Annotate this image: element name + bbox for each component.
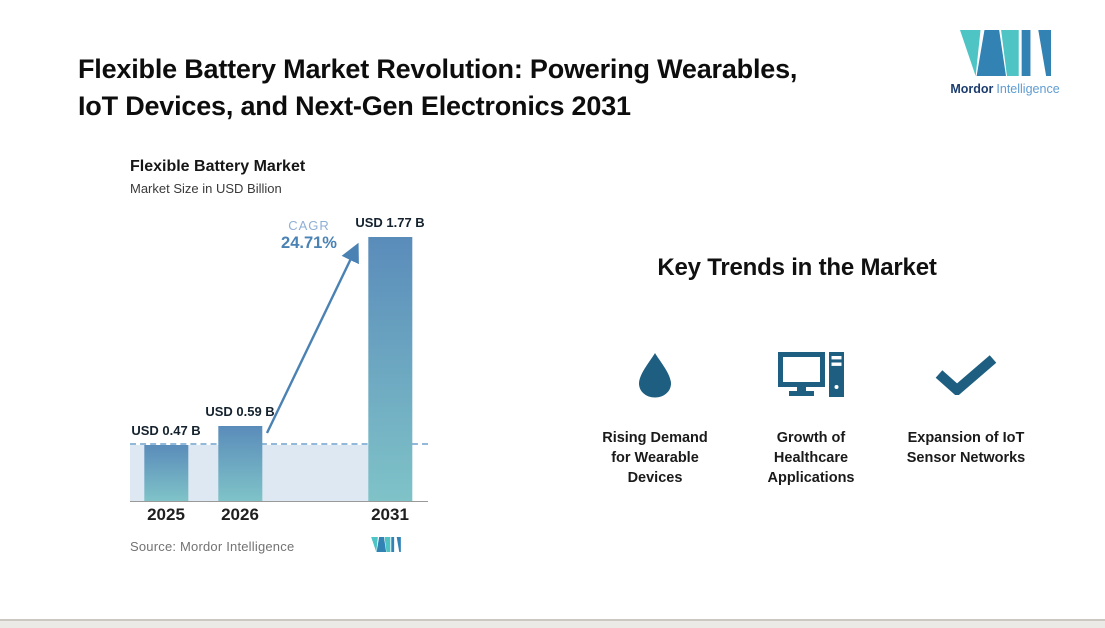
- cagr-growth-arrow-icon: [265, 242, 359, 434]
- page-title: Flexible Battery Market Revolution: Powe…: [78, 51, 918, 125]
- x-axis-label-2025: 2025: [147, 505, 185, 524]
- trend-label: Rising Demand for Wearable Devices: [602, 430, 708, 486]
- x-axis-label-2026: 2026: [221, 505, 259, 524]
- chart-source: Source: Mordor Intelligence: [130, 539, 295, 554]
- bar-rect: [368, 237, 412, 501]
- window-bottom-edge: [0, 619, 1105, 628]
- trend-item-iot: Expansion of IoT Sensor Networks: [881, 348, 1051, 468]
- cagr-label: CAGR: [288, 218, 330, 233]
- chart-title: Flexible Battery Market: [130, 158, 306, 175]
- bar-chart-plot: CAGR 24.71% USD 0.47 B USD 0.59 B USD 1.…: [130, 210, 428, 502]
- bar-rect: [144, 445, 188, 501]
- bar-2026: USD 0.59 B: [205, 404, 275, 501]
- trend-item-wearables: Rising Demand for Wearable Devices: [570, 348, 740, 488]
- x-axis-label-2031: 2031: [371, 505, 409, 524]
- brand-wordmark: Mordor Intelligence: [940, 82, 1070, 96]
- bar-value-label: USD 1.77 B: [355, 215, 425, 230]
- chart-subtitle: Market Size in USD Billion: [130, 181, 282, 196]
- brand-name-bold: Mordor: [950, 82, 994, 96]
- bar-value-label: USD 0.59 B: [205, 404, 275, 419]
- bar-rect: [218, 426, 262, 501]
- brand-logo: Mordor Intelligence: [940, 30, 1070, 96]
- cagr-value: 24.71%: [281, 234, 337, 252]
- key-trends-heading: Key Trends in the Market: [657, 254, 937, 281]
- trend-label: Growth of Healthcare Applications: [767, 430, 855, 486]
- bar-value-label: USD 0.47 B: [131, 423, 201, 438]
- mordor-intelligence-logo-small-icon: [371, 537, 401, 552]
- baseline-dashed-line: [130, 443, 428, 445]
- page-title-line1: Flexible Battery Market Revolution: Powe…: [78, 54, 798, 84]
- mordor-intelligence-logo-icon: [959, 30, 1051, 76]
- cagr-annotation: CAGR 24.71%: [281, 218, 337, 253]
- brand-name-light: Intelligence: [996, 82, 1060, 96]
- trend-item-healthcare: Growth of Healthcare Applications: [726, 348, 896, 488]
- page-title-line2: IoT Devices, and Next-Gen Electronics 20…: [78, 91, 631, 121]
- bar-2031: USD 1.77 B: [355, 215, 425, 501]
- water-drop-icon: [639, 353, 671, 398]
- checkmark-icon: [935, 355, 997, 395]
- desktop-computer-icon: [778, 352, 844, 397]
- bar-2025: USD 0.47 B: [131, 423, 201, 501]
- trend-label: Expansion of IoT Sensor Networks: [906, 430, 1026, 466]
